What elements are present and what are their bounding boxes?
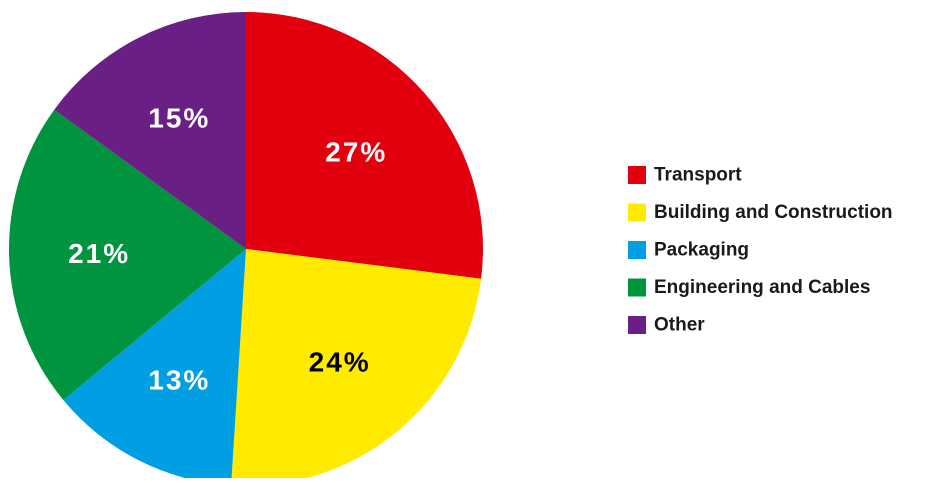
pie-slice-value-label-engineering-and-cables: 21%	[68, 238, 130, 269]
legend-label: Building and Construction	[654, 202, 893, 223]
pie-slice-other	[54, 12, 247, 249]
legend-swatch	[628, 278, 646, 297]
legend-item-packaging: Packaging	[628, 240, 749, 261]
legend-swatch	[628, 203, 646, 222]
legend-label: Packaging	[654, 240, 749, 261]
legend-swatch	[628, 241, 646, 259]
pie-slice-transport	[246, 12, 484, 279]
pie-slice-labels: 27% 24% 13% 21% 15%	[68, 103, 387, 396]
legend-item-engineering-and-cables: Engineering and Cables	[628, 277, 870, 298]
legend-label: Other	[654, 315, 705, 336]
pie-slice-building-and-construction	[231, 249, 482, 483]
pie-slice-engineering-and-cables	[8, 109, 246, 401]
pie-slice-value-label-transport: 27%	[325, 136, 387, 167]
legend-swatch	[628, 166, 646, 184]
pie-slice-value-label-building-and-construction: 24%	[309, 347, 371, 378]
pie-slice-value-label-other: 15%	[148, 103, 210, 134]
pie-slice-packaging	[63, 249, 246, 483]
legend-item-other: Other	[628, 315, 705, 336]
legend-swatch	[628, 316, 646, 334]
legend-item-transport: Transport	[628, 165, 742, 186]
pie-slices	[8, 12, 484, 483]
legend-item-building-and-construction: Building and Construction	[628, 202, 893, 223]
pie-slice-value-label-packaging: 13%	[148, 364, 210, 395]
legend: Transport Building and Construction Packag…	[628, 165, 893, 336]
legend-label: Transport	[654, 165, 742, 186]
legend-label: Engineering and Cables	[654, 277, 870, 298]
